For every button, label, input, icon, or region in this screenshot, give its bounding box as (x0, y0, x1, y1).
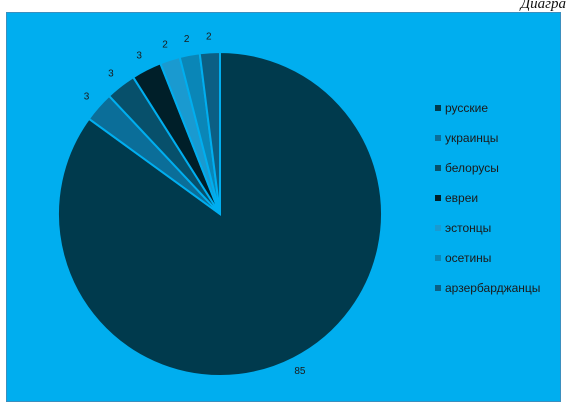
legend-label-3: белорусы (445, 161, 499, 175)
legend: русские украинцы белорусы евреи эстонцы осети… (435, 101, 540, 295)
legend-label-7: арзербарджанцы (445, 281, 540, 295)
cropped-heading-text: Диагра (520, 0, 566, 12)
legend-swatch-6 (435, 255, 441, 261)
pie-slices (57, 50, 383, 377)
legend-swatch-7 (435, 285, 441, 291)
chart-frame: 85 3 3 3 2 2 2 русские украинцы белорусы евреи эст… (6, 12, 561, 402)
data-labels: 85 3 3 3 2 2 2 (84, 31, 306, 376)
data-label-6: 2 (184, 34, 190, 45)
data-label-4: 3 (136, 50, 142, 61)
legend-swatch-2 (435, 135, 441, 141)
data-label-7: 2 (206, 31, 212, 42)
legend-swatch-1 (435, 105, 441, 111)
legend-label-4: евреи (445, 191, 478, 205)
legend-label-6: осетины (445, 251, 491, 265)
legend-label-5: эстонцы (445, 221, 491, 235)
legend-swatch-3 (435, 165, 441, 171)
data-label-1: 85 (294, 366, 306, 377)
data-label-5: 2 (162, 40, 168, 51)
legend-swatch-4 (435, 195, 441, 201)
data-label-2: 3 (84, 91, 90, 102)
pie-slice-7 (198, 50, 221, 215)
legend-swatch-5 (435, 225, 441, 231)
legend-label-2: украинцы (445, 131, 498, 145)
legend-label-1: русские (445, 101, 488, 115)
pie-chart: 85 3 3 3 2 2 2 русские украинцы белорусы евреи эст… (7, 13, 560, 401)
data-label-3: 3 (108, 68, 114, 79)
